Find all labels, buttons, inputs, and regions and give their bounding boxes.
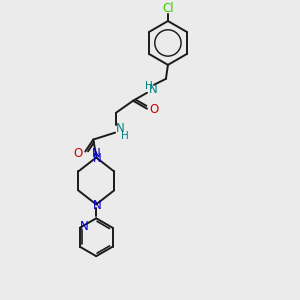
Text: N: N <box>93 152 102 165</box>
Text: O: O <box>149 103 159 116</box>
Text: Cl: Cl <box>162 2 174 15</box>
Text: N: N <box>80 220 88 233</box>
Text: H: H <box>121 130 129 141</box>
Text: N: N <box>92 147 100 160</box>
Text: N: N <box>93 199 102 212</box>
Text: H: H <box>145 81 153 91</box>
Text: N: N <box>116 122 124 135</box>
Text: N: N <box>148 83 158 96</box>
Text: O: O <box>74 147 83 160</box>
